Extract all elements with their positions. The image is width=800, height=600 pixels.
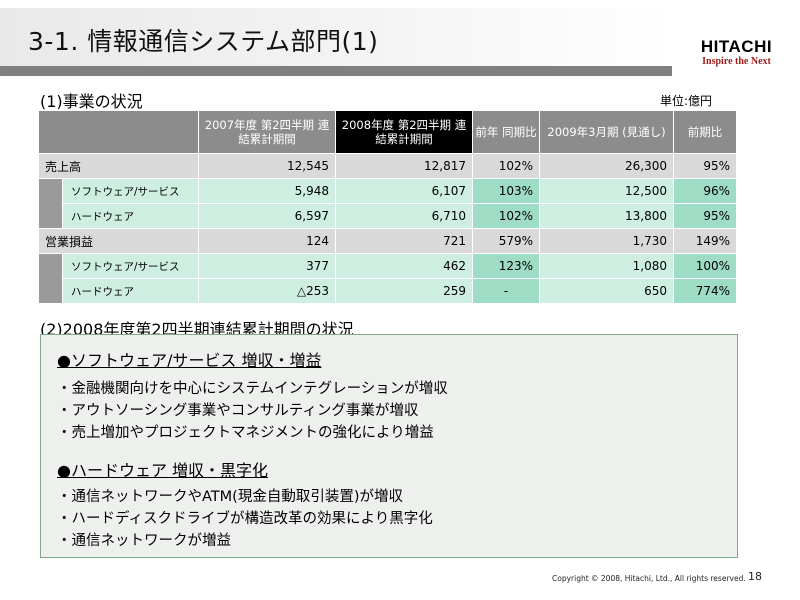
table-row: 売上高 12,545 12,817 102% 26,300 95% [38,153,737,179]
bullet-item: ・通信ネットワークが増益 [57,533,231,549]
row-label: 営業損益 [38,228,199,254]
table-cell: 579% [472,228,540,254]
title-band [0,8,672,70]
table-cell: 774% [673,278,737,304]
logo-name: HITACHI [700,37,773,56]
col-header-yoy: 前年 同期比 [472,110,540,154]
row-label: ハードウェア [62,278,199,304]
bullet-item: ・アウトソーシング事業やコンサルティング事業が増収 [57,403,419,419]
col-header-2007: 2007年度 第2四半期 連結累計期間 [198,110,336,154]
row-indent [38,253,63,304]
table-cell: 13,800 [539,203,674,229]
table-cell: 377 [198,253,336,279]
table-corner-cell [38,110,199,154]
table-cell: 12,500 [539,178,674,204]
topic-hardware-title: ●ハードウェア 増収・黒字化 [57,461,269,480]
table-cell: 102% [472,203,540,229]
copyright-text: Copyright © 2008, Hitachi, Ltd., All rig… [552,574,746,583]
title-underline-bar [0,66,672,76]
table-cell: 650 [539,278,674,304]
table-cell: 103% [472,178,540,204]
table-row: ソフトウェア/サービス 377 462 123% 1,080 100% [38,253,737,304]
bullet-item: ・売上増加やプロジェクトマネジメントの強化により増益 [57,425,434,441]
col-header-2008: 2008年度 第2四半期 連結累計期間 [335,110,473,154]
table-cell: 721 [335,228,473,254]
col-header-forecast: 2009年3月期 (見通し) [539,110,674,154]
table-cell: 26,300 [539,153,674,179]
table-cell: 5,948 [198,178,336,204]
status-box: ●ソフトウェア/サービス 増収・増益 ・金融機関向けを中心にシステムインテグレー… [40,334,738,558]
table-cell: 95% [673,153,737,179]
row-label: ハードウェア [62,203,199,229]
row-label: 売上高 [38,153,199,179]
bullet-item: ・通信ネットワークやATM(現金自動取引装置)が増収 [57,489,403,505]
logo-tagline: Inspire the Next [702,56,771,67]
section1-heading: (1)事業の状況 [40,92,143,111]
topic-software-title: ●ソフトウェア/サービス 増収・増益 [57,351,322,370]
table-cell: 102% [472,153,540,179]
table-header-row: 2007年度 第2四半期 連結累計期間 2008年度 第2四半期 連結累計期間 … [38,110,737,154]
row-indent [38,178,63,229]
row-label: ソフトウェア/サービス [62,253,199,279]
table-cell: - [472,278,540,304]
table-cell: 1,730 [539,228,674,254]
table-cell: 6,710 [335,203,473,229]
table-row: 営業損益 124 721 579% 1,730 149% [38,228,737,254]
table-cell: 123% [472,253,540,279]
table-cell: 95% [673,203,737,229]
row-label: ソフトウェア/サービス [62,178,199,204]
hitachi-logo: HITACHI Inspire the Next [684,38,789,68]
table-cell: 12,817 [335,153,473,179]
table-cell: 6,597 [198,203,336,229]
table-row: ソフトウェア/サービス 5,948 6,107 103% 12,500 96% [38,178,737,229]
page-number: 18 [748,570,762,583]
bullet-item: ・金融機関向けを中心にシステムインテグレーションが増収 [57,381,448,397]
page-title: 3-1. 情報通信システム部門(1) [28,27,379,56]
table-row: ハードウェア △253 259 - 650 774% [39,278,737,304]
table-cell: 6,107 [335,178,473,204]
unit-label: 単位:億円 [660,94,713,108]
table-row: ハードウェア 6,597 6,710 102% 13,800 95% [39,203,737,229]
table-cell: 124 [198,228,336,254]
slide-header: 3-1. 情報通信システム部門(1) HITACHI Inspire the N… [0,0,800,84]
table-cell: 100% [673,253,737,279]
table-cell: 96% [673,178,737,204]
results-table: 2007年度 第2四半期 連結累計期間 2008年度 第2四半期 連結累計期間 … [38,110,737,304]
col-header-prev-ratio: 前期比 [673,110,737,154]
table-cell: 259 [335,278,473,304]
table-cell: 149% [673,228,737,254]
table-cell: △253 [198,278,336,304]
table-cell: 1,080 [539,253,674,279]
bullet-item: ・ハードディスクドライブが構造改革の効果により黒字化 [57,511,433,527]
table-cell: 462 [335,253,473,279]
table-cell: 12,545 [198,153,336,179]
